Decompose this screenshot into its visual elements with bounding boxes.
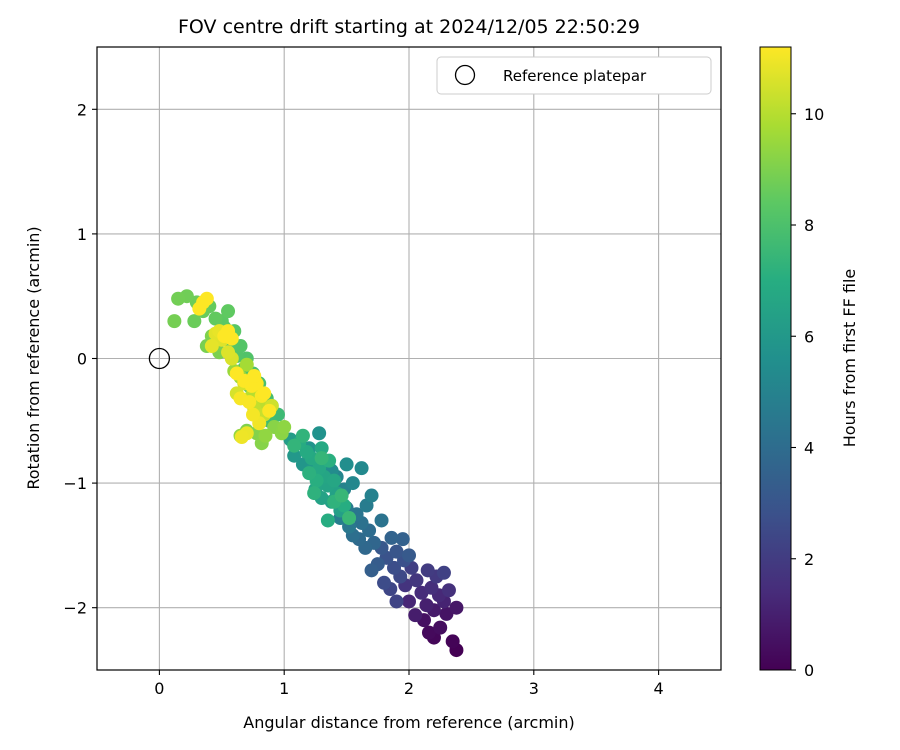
- data-point: [204, 339, 219, 354]
- data-point: [334, 488, 349, 503]
- data-point: [221, 345, 236, 360]
- colorbar-tick-label: 2: [804, 550, 814, 569]
- colorbar-gradient: [759, 46, 792, 671]
- y-tick-label: −2: [63, 599, 87, 618]
- data-point: [247, 368, 262, 383]
- x-tick-label: 4: [654, 679, 664, 698]
- data-point: [187, 314, 202, 329]
- y-tick-label: −1: [63, 474, 87, 493]
- data-point: [449, 600, 464, 615]
- y-axis-ticks: −2 −1 0 1 2: [63, 100, 97, 618]
- data-point: [364, 563, 379, 578]
- legend: Reference platepar: [436, 56, 712, 95]
- x-axis-ticks: 0 1 2 3 4: [154, 670, 664, 698]
- data-point: [199, 291, 214, 306]
- data-point: [445, 634, 460, 649]
- colorbar-ticks: 0 2 4 6 8 10: [791, 105, 824, 680]
- data-point: [320, 513, 335, 528]
- data-point: [277, 420, 292, 435]
- data-point: [424, 580, 439, 595]
- grid: [97, 47, 721, 670]
- data-point: [192, 301, 207, 316]
- colorbar-tick-label: 4: [804, 439, 814, 458]
- data-point: [257, 386, 272, 401]
- data-point: [395, 532, 410, 547]
- x-axis-label: Angular distance from reference (arcmin): [243, 713, 574, 732]
- data-point: [217, 329, 232, 344]
- data-point: [408, 608, 423, 623]
- colorbar-tick-label: 0: [804, 661, 814, 680]
- data-point: [221, 304, 236, 319]
- data-point: [389, 544, 404, 559]
- data-point: [345, 476, 360, 491]
- data-point: [239, 357, 254, 372]
- data-point: [208, 311, 223, 326]
- data-point: [409, 573, 424, 588]
- x-tick-label: 2: [404, 679, 414, 698]
- data-point: [441, 583, 456, 598]
- data-point: [419, 598, 434, 613]
- data-point: [302, 466, 317, 481]
- legend-label: Reference platepar: [503, 67, 647, 85]
- y-tick-label: 1: [77, 225, 87, 244]
- data-point: [327, 473, 342, 488]
- colorbar-label: Hours from first FF file: [840, 269, 859, 448]
- colorbar-tick-label: 8: [804, 216, 814, 235]
- legend-box: [436, 56, 712, 95]
- data-point: [171, 291, 186, 306]
- x-tick-label: 0: [154, 679, 164, 698]
- data-point: [287, 438, 302, 453]
- data-point: [402, 594, 416, 609]
- x-tick-label: 1: [279, 679, 289, 698]
- data-point: [374, 513, 389, 528]
- data-point: [436, 565, 451, 580]
- data-points: [167, 289, 464, 658]
- data-point: [314, 451, 329, 466]
- data-point: [439, 606, 454, 621]
- colorbar: 0 2 4 6 8 10 Hours from first FF file: [759, 46, 859, 680]
- data-point: [262, 403, 277, 418]
- data-point: [433, 620, 448, 635]
- legend-marker-open-circle-icon: [454, 64, 476, 86]
- data-point: [354, 461, 369, 476]
- data-point: [307, 486, 322, 501]
- data-point: [246, 407, 260, 422]
- data-point: [234, 429, 249, 444]
- data-point: [421, 625, 436, 640]
- data-point: [342, 510, 357, 525]
- y-tick-label: 2: [77, 100, 87, 119]
- data-point: [314, 441, 329, 456]
- data-point: [387, 560, 402, 575]
- data-point: [384, 530, 399, 545]
- data-point: [242, 395, 257, 410]
- data-point: [420, 563, 435, 578]
- colorbar-tick-label: 10: [804, 105, 824, 124]
- data-point: [377, 575, 392, 590]
- data-point: [364, 488, 379, 503]
- data-point: [339, 457, 354, 472]
- data-point: [167, 314, 182, 329]
- data-point: [295, 428, 310, 443]
- reference-platepar-marker: [148, 347, 171, 370]
- colorbar-tick-label: 6: [804, 327, 814, 346]
- y-tick-label: 0: [77, 350, 87, 369]
- data-point: [389, 594, 404, 609]
- data-point: [312, 426, 327, 441]
- data-point: [287, 448, 302, 463]
- data-point: [258, 428, 273, 443]
- x-tick-label: 3: [529, 679, 539, 698]
- chart-title: FOV centre drift starting at 2024/12/05 …: [178, 16, 640, 38]
- data-point: [402, 548, 416, 563]
- y-axis-label: Rotation from reference (arcmin): [24, 226, 43, 489]
